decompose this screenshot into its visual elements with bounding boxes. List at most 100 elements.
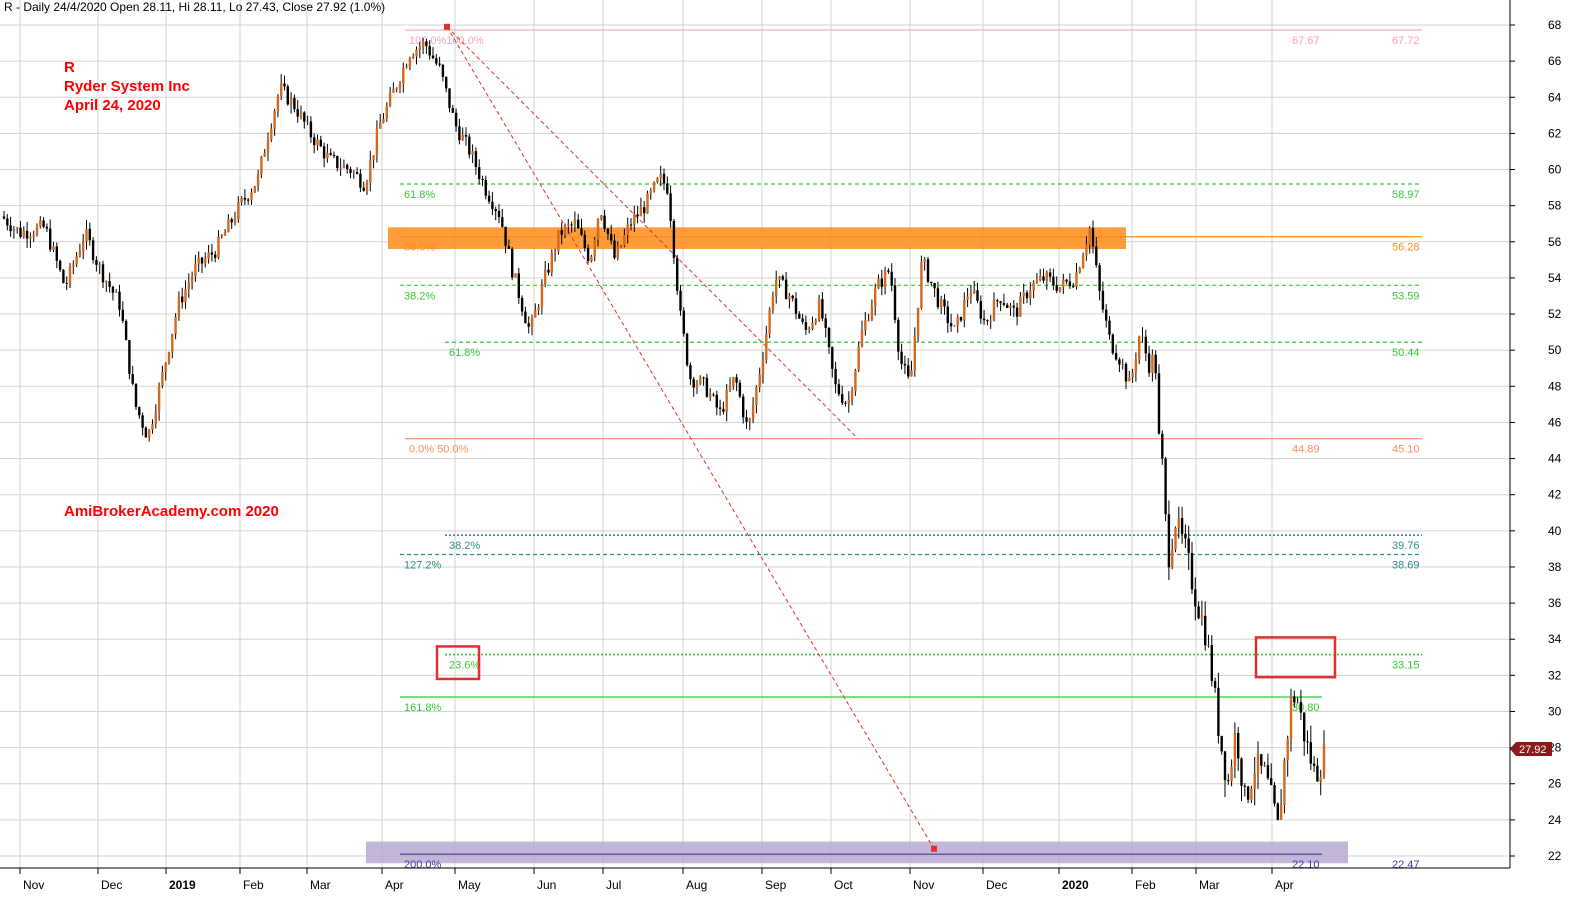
price-tag-shape bbox=[1510, 742, 1552, 757]
candle-up bbox=[1286, 738, 1289, 761]
fib-level-value: 45.10 bbox=[1392, 444, 1420, 456]
candle-up bbox=[233, 219, 237, 223]
candle-down bbox=[200, 257, 204, 264]
candle-up bbox=[39, 220, 42, 227]
candle-up bbox=[725, 390, 728, 412]
x-tick-label: Nov bbox=[913, 878, 934, 892]
candle-up bbox=[194, 263, 197, 277]
candle-down bbox=[1048, 272, 1052, 277]
trend-anchor-bottom bbox=[931, 845, 937, 852]
candle-down bbox=[319, 139, 322, 147]
candle-down bbox=[214, 254, 217, 258]
candle-down bbox=[497, 211, 501, 218]
x-tick-label: Feb bbox=[1135, 878, 1156, 892]
y-tick-label: 68 bbox=[1548, 18, 1562, 32]
x-tick-label: 2019 bbox=[169, 878, 196, 892]
candle-up bbox=[35, 226, 39, 235]
x-tick-label: Nov bbox=[23, 878, 44, 892]
candle-down bbox=[283, 83, 286, 87]
candle-down bbox=[1118, 359, 1121, 365]
candle-up bbox=[1134, 359, 1138, 373]
candle-down bbox=[1157, 373, 1161, 434]
candle-down bbox=[798, 313, 801, 319]
candle-down bbox=[570, 224, 573, 226]
candle-up bbox=[992, 300, 996, 321]
candle-down bbox=[141, 415, 144, 428]
candle-up bbox=[1322, 744, 1326, 778]
fib-level-label: 50.0% bbox=[404, 242, 435, 254]
zones bbox=[366, 227, 1348, 864]
candle-down bbox=[996, 300, 999, 302]
fib-level-value: 56.28 bbox=[1392, 242, 1420, 254]
candle-down bbox=[428, 46, 431, 56]
candle-up bbox=[573, 219, 577, 225]
candle-up bbox=[1029, 290, 1032, 299]
site-annotation: AmiBrokerAcademy.com 2020 bbox=[64, 503, 279, 520]
candle-down bbox=[454, 112, 458, 127]
candle-up bbox=[157, 385, 161, 412]
candle-up bbox=[306, 121, 309, 123]
y-tick-label: 62 bbox=[1548, 126, 1562, 140]
candle-down bbox=[1293, 696, 1296, 703]
x-tick-label: Jul bbox=[606, 878, 621, 892]
candle-down bbox=[108, 281, 111, 287]
candle-up bbox=[1035, 280, 1039, 283]
candle-down bbox=[1052, 276, 1055, 286]
candle-down bbox=[936, 288, 940, 308]
x-tick-label: May bbox=[458, 878, 481, 892]
candle-down bbox=[613, 240, 616, 259]
candle-up bbox=[850, 391, 854, 401]
candle-down bbox=[636, 214, 639, 217]
candle-up bbox=[1230, 766, 1233, 782]
candle-down bbox=[1164, 458, 1167, 515]
candle-down bbox=[1220, 735, 1223, 752]
candle-down bbox=[1147, 353, 1151, 373]
fibonacci-levels: 100.0%100.0% 67.67 67.72 61.8% 58.97 50.0% 56.… bbox=[400, 29, 1422, 871]
candle-down bbox=[1006, 304, 1009, 308]
highlight-boxes bbox=[435, 636, 1337, 681]
candle-down bbox=[682, 310, 685, 334]
candle-up bbox=[237, 202, 240, 220]
candle-down bbox=[124, 320, 128, 341]
candle-up bbox=[223, 232, 227, 236]
candle-up bbox=[12, 228, 16, 232]
candle-down bbox=[1237, 732, 1240, 759]
highlight-box bbox=[1254, 636, 1337, 679]
candle-up bbox=[204, 258, 207, 264]
fib-level-label: 38.2% bbox=[404, 290, 435, 302]
candle-down bbox=[976, 290, 979, 302]
candle-down bbox=[943, 299, 946, 307]
price-candles bbox=[2, 37, 1326, 821]
candle-up bbox=[969, 292, 973, 297]
candle-down bbox=[322, 146, 326, 159]
candle-down bbox=[1095, 246, 1098, 266]
candle-down bbox=[979, 301, 982, 319]
y-tick-label: 58 bbox=[1548, 199, 1562, 213]
candle-up bbox=[273, 111, 276, 129]
candle-up bbox=[1088, 228, 1091, 245]
y-tick-label: 42 bbox=[1548, 488, 1562, 502]
candle-down bbox=[666, 183, 669, 194]
candle-down bbox=[722, 408, 725, 412]
candle-down bbox=[676, 257, 679, 291]
x-tick-label: 2020 bbox=[1062, 878, 1089, 892]
candle-up bbox=[514, 273, 517, 278]
x-tick-label: Oct bbox=[834, 878, 853, 892]
candle-up bbox=[115, 291, 118, 293]
candle-up bbox=[940, 299, 943, 308]
y-tick-label: 44 bbox=[1548, 452, 1562, 466]
candle-down bbox=[583, 234, 586, 248]
candle-down bbox=[134, 383, 138, 407]
candle-down bbox=[464, 135, 468, 137]
fib-level-value: 22.47 bbox=[1392, 859, 1420, 871]
candle-up bbox=[1019, 296, 1022, 317]
candle-down bbox=[804, 321, 808, 330]
candle-down bbox=[685, 333, 689, 366]
candle-down bbox=[933, 283, 936, 289]
candle-down bbox=[662, 173, 666, 184]
fib-level-label: 23.6% bbox=[449, 660, 480, 672]
candle-up bbox=[418, 46, 421, 50]
candle-down bbox=[679, 290, 682, 311]
candle-down bbox=[1091, 228, 1095, 247]
candle-down bbox=[959, 316, 963, 321]
